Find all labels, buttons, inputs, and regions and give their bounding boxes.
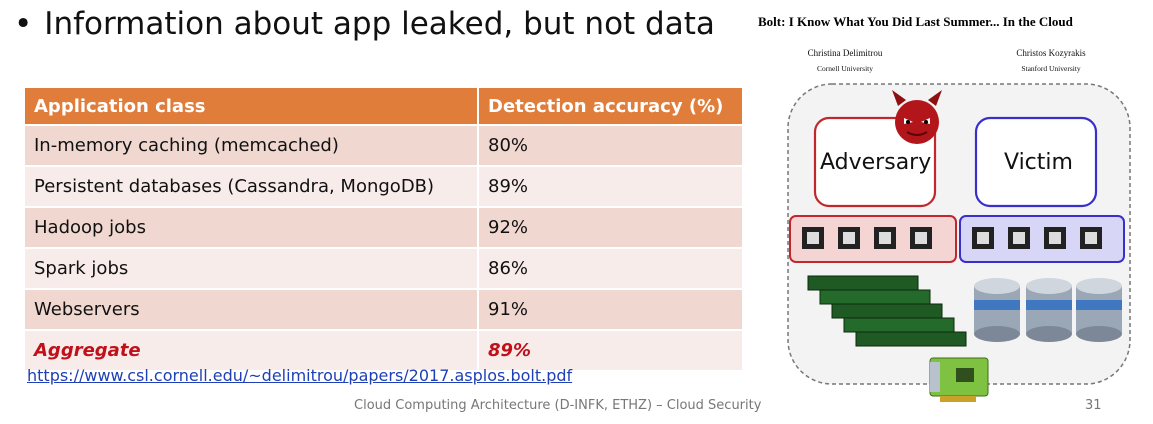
cell-accuracy: 89% <box>477 165 742 207</box>
author-affiliation: Cornell University <box>816 64 874 73</box>
cell-app: In-memory caching (memcached) <box>25 124 478 166</box>
cpu-chip-icon <box>972 227 994 249</box>
victim-box <box>974 116 1098 208</box>
author-affiliation: Stanford University <box>1021 64 1081 73</box>
paper-title: Bolt: I Know What You Did Last Summer...… <box>758 14 1073 29</box>
disk-stack-icon <box>1076 278 1122 342</box>
cell-app: Hadoop jobs <box>25 206 478 248</box>
cell-accuracy: 91% <box>477 288 742 330</box>
table-row: In-memory caching (memcached) 80% <box>25 124 742 166</box>
page-number: 31 <box>1085 398 1102 413</box>
cpu-chip-icon <box>874 227 896 249</box>
aggregate-row: Aggregate 89% <box>25 329 742 370</box>
paper-link[interactable]: https://www.csl.cornell.edu/~delimitrou/… <box>27 366 573 385</box>
cpu-chip-icon <box>910 227 932 249</box>
cell-app: Persistent databases (Cassandra, MongoDB… <box>25 165 478 207</box>
header-app-class: Application class <box>25 88 478 125</box>
cell-aggregate-label: Aggregate <box>25 329 478 370</box>
header-accuracy: Detection accuracy (%) <box>477 88 742 125</box>
cpu-chip-icon <box>1044 227 1066 249</box>
cpu-chip-icon <box>1008 227 1030 249</box>
network-card-icon <box>929 357 989 402</box>
devil-icon <box>892 90 942 144</box>
accuracy-table: Application class Detection accuracy (%)… <box>25 88 742 370</box>
bullet-dot: • <box>14 6 33 42</box>
disk-stack-icon <box>1026 278 1072 342</box>
heading-text: Information about app leaked, but not da… <box>44 6 715 42</box>
disk-stack-icon <box>974 278 1020 342</box>
cell-app: Spark jobs <box>25 247 478 289</box>
cpu-chip-icon <box>1080 227 1102 249</box>
slide-footer: Cloud Computing Architecture (D-INFK, ET… <box>354 398 762 413</box>
cell-aggregate-accuracy: 89% <box>477 329 742 370</box>
cpu-chip-icon <box>802 227 824 249</box>
table-row: Spark jobs 86% <box>25 247 742 289</box>
cell-accuracy: 92% <box>477 206 742 248</box>
cell-accuracy: 80% <box>477 124 742 166</box>
memory-module-icon <box>807 275 967 347</box>
cell-app: Webservers <box>25 288 478 330</box>
author-block: Christina Delimitrou Cornell University <box>790 48 900 73</box>
table-row: Webservers 91% <box>25 288 742 330</box>
table-row: Hadoop jobs 92% <box>25 206 742 248</box>
author-name: Christina Delimitrou <box>807 48 883 58</box>
slide-bullet-heading: • Information about app leaked, but not d… <box>14 6 715 42</box>
server-figure <box>787 83 1131 402</box>
adversary-label: Adversary <box>820 150 932 175</box>
table-header-row: Application class Detection accuracy (%) <box>25 88 742 125</box>
author-block: Christos Kozyrakis Stanford University <box>996 48 1106 73</box>
cpu-chip-icon <box>838 227 860 249</box>
cell-accuracy: 86% <box>477 247 742 289</box>
table-row: Persistent databases (Cassandra, MongoDB… <box>25 165 742 207</box>
author-name: Christos Kozyrakis <box>1016 48 1086 58</box>
victim-label: Victim <box>1004 150 1073 175</box>
